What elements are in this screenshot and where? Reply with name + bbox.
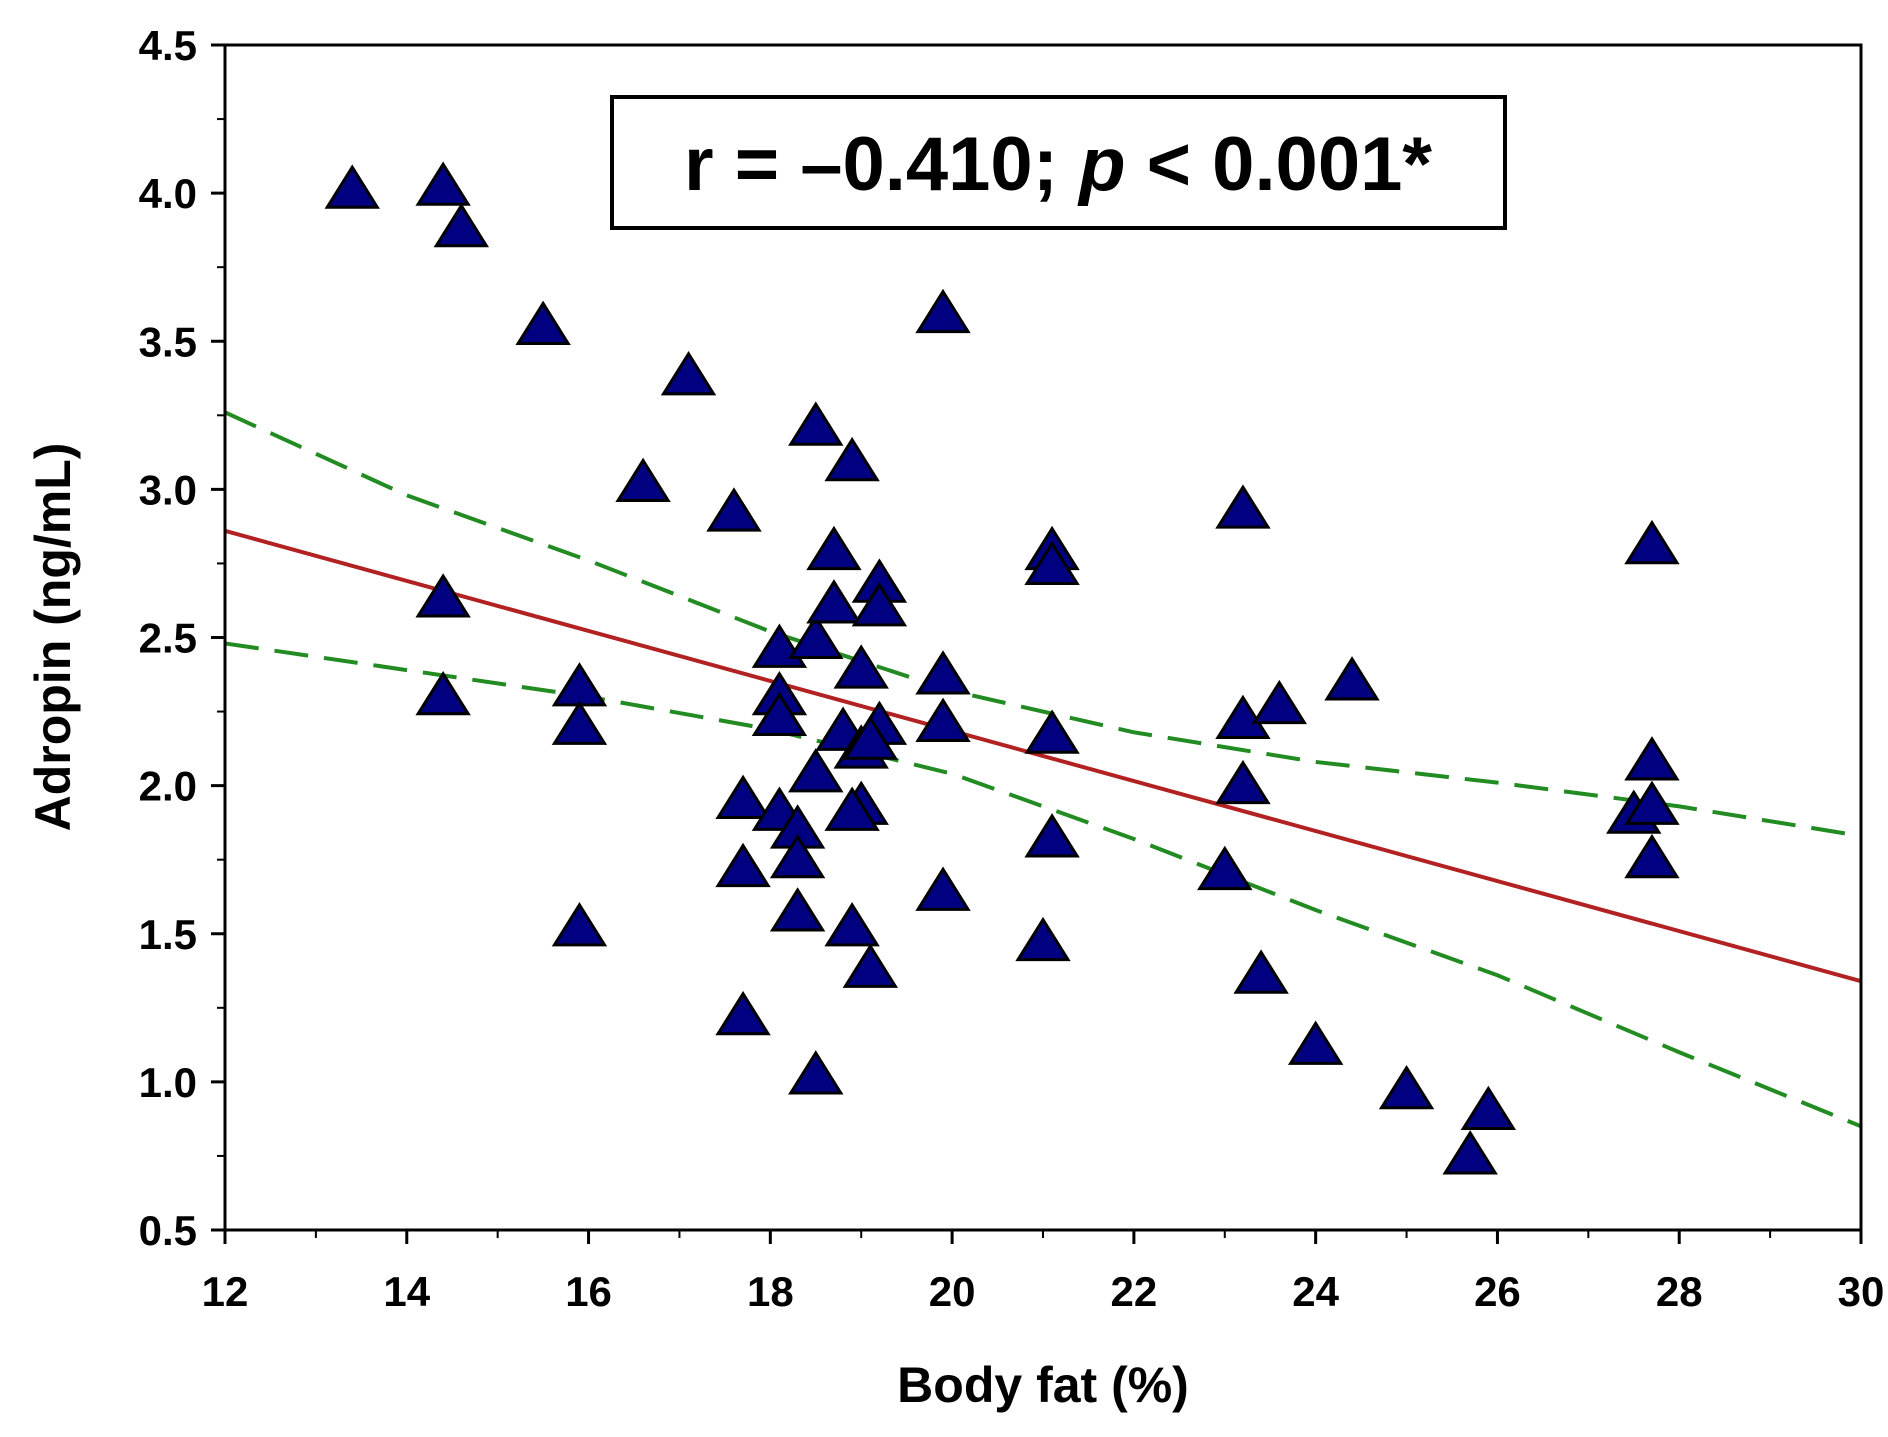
data-point: [851, 582, 908, 627]
annotation-suffix: < 0.001*: [1126, 122, 1433, 207]
y-axis-ticks: 0.5 1.0 1.5 2.0 2.5 3.0 3.5 4.0 4.5: [139, 22, 225, 1254]
data-points: [324, 161, 1680, 1175]
x-tick-label: 14: [383, 1268, 430, 1315]
data-point: [660, 351, 717, 396]
data-point: [715, 990, 771, 1036]
y-tick-label: 1.5: [139, 911, 197, 958]
data-point: [1378, 1064, 1435, 1110]
x-tick-label: 30: [1838, 1268, 1885, 1315]
x-axis-ticks: 12 14 16 18 20 22 24 26 28 30: [202, 1230, 1885, 1315]
data-point: [1215, 694, 1271, 739]
data-point: [788, 1050, 844, 1095]
data-point: [551, 700, 608, 745]
y-tick-label: 2.5: [139, 615, 197, 662]
data-point: [842, 943, 899, 988]
data-point: [1624, 833, 1680, 879]
data-point: [715, 774, 771, 819]
x-tick-label: 24: [1292, 1268, 1339, 1315]
data-point: [833, 644, 889, 689]
data-point: [1024, 813, 1080, 858]
data-point: [806, 525, 862, 571]
data-point: [788, 614, 844, 659]
data-point: [806, 579, 862, 624]
data-point: [551, 662, 608, 707]
data-point: [324, 164, 380, 209]
x-tick-label: 16: [565, 1268, 612, 1315]
data-point: [1015, 916, 1071, 962]
data-point: [1197, 845, 1253, 891]
annotation-box: [610, 95, 1507, 230]
y-tick-label: 4.0: [139, 170, 197, 217]
data-point: [915, 650, 971, 695]
y-tick-label: 0.5: [139, 1207, 197, 1254]
x-tick-label: 22: [1111, 1268, 1158, 1315]
x-tick-label: 26: [1474, 1268, 1521, 1315]
data-point: [1024, 540, 1080, 585]
annotation-p-italic: p: [1077, 122, 1125, 207]
data-point: [415, 573, 471, 618]
annotation-prefix: r = –0.410;: [684, 122, 1079, 207]
y-tick-label: 4.5: [139, 22, 197, 69]
data-point: [1233, 949, 1289, 994]
data-point: [1215, 759, 1271, 805]
data-point: [1460, 1085, 1517, 1131]
data-point: [842, 715, 899, 760]
data-point: [915, 866, 971, 911]
data-point: [1324, 656, 1380, 701]
data-point: [415, 670, 471, 716]
confidence-bands: [224, 410, 1862, 1129]
x-tick-label: 20: [929, 1268, 976, 1315]
confidence-lower-line: [224, 641, 1862, 1129]
confidence-upper-line: [224, 410, 1862, 838]
data-point: [769, 887, 826, 932]
data-point: [1442, 1130, 1498, 1175]
annotation-text: r = –0.410; p < 0.001*: [684, 122, 1432, 207]
y-tick-label: 3.5: [139, 318, 197, 365]
data-point: [1251, 679, 1308, 725]
data-point: [415, 161, 471, 206]
data-point: [1624, 780, 1680, 825]
data-point: [551, 902, 608, 947]
data-point: [824, 786, 880, 831]
x-tick-label: 18: [747, 1268, 794, 1315]
data-point: [824, 902, 880, 947]
x-tick-label: 28: [1656, 1268, 1703, 1315]
data-point: [715, 842, 771, 888]
x-tick-label: 12: [202, 1268, 249, 1315]
data-point: [433, 202, 490, 248]
y-tick-label: 3.0: [139, 466, 197, 513]
data-point: [1215, 484, 1271, 529]
y-tick-label: 1.0: [139, 1059, 197, 1106]
data-point: [1624, 736, 1680, 781]
data-point: [915, 288, 971, 334]
data-point: [1287, 1020, 1344, 1065]
regression-line: [224, 528, 1862, 984]
data-point: [915, 697, 971, 742]
y-axis-title: Adropin (ng/mL): [25, 443, 81, 832]
data-point: [751, 691, 808, 737]
x-axis-title: Body fat (%): [897, 1357, 1189, 1413]
data-point: [788, 401, 844, 446]
data-point: [824, 436, 880, 482]
regression-line-group: [224, 528, 1862, 984]
correlation-annotation: r = –0.410; p < 0.001*: [610, 95, 1507, 230]
y-tick-label: 2.0: [139, 763, 197, 810]
data-point: [1624, 519, 1680, 565]
data-point: [769, 833, 826, 879]
data-point: [1024, 709, 1080, 754]
data-point: [788, 747, 844, 793]
data-point: [706, 487, 762, 532]
data-point: [615, 457, 671, 502]
data-point: [515, 300, 571, 345]
